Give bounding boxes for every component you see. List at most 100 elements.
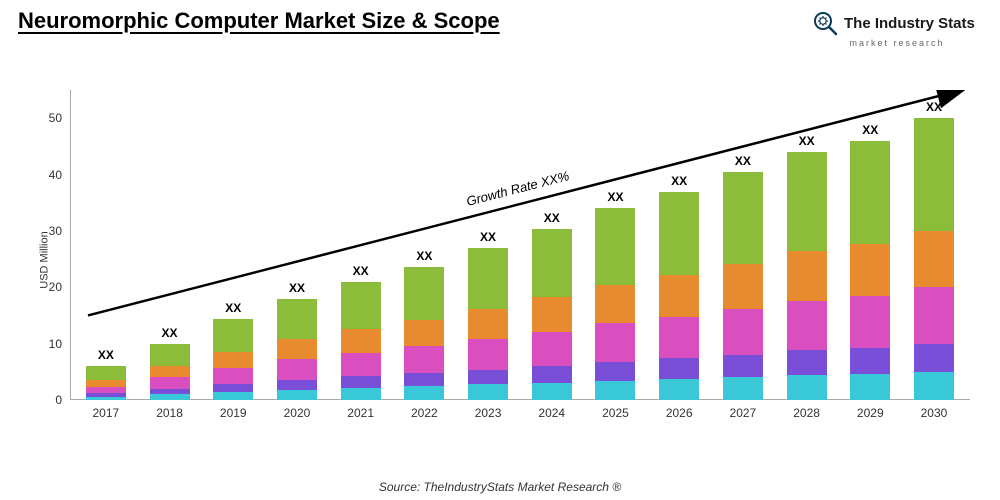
- bar-segment: [723, 264, 763, 310]
- bar-segment: [341, 376, 381, 387]
- bar-segment: [723, 355, 763, 378]
- bar-column: XX: [595, 208, 635, 400]
- stacked-bar: XX: [341, 282, 381, 400]
- bar-segment: [150, 366, 190, 377]
- brand-logo: The Industry Stats market research: [812, 10, 982, 48]
- bar-segment: [277, 339, 317, 359]
- bar-column: XX: [341, 282, 381, 400]
- y-tick-label: 20: [49, 280, 62, 294]
- y-tick-label: 0: [55, 393, 62, 407]
- stacked-bar: XX: [595, 208, 635, 400]
- bar-segment: [595, 208, 635, 285]
- bar-segment: [468, 384, 508, 400]
- x-tick-label: 2024: [532, 400, 572, 430]
- bar-segment: [150, 344, 190, 367]
- bar-value-label: XX: [544, 211, 560, 225]
- bar-segment: [850, 374, 890, 400]
- bar-segment: [659, 192, 699, 275]
- bar-column: XX: [150, 344, 190, 400]
- x-tick-label: 2025: [595, 400, 635, 430]
- stacked-bar: XX: [532, 229, 572, 400]
- y-tick-label: 50: [49, 111, 62, 125]
- bar-value-label: XX: [289, 281, 305, 295]
- source-attribution: Source: TheIndustryStats Market Research…: [0, 480, 1000, 494]
- bar-column: XX: [86, 366, 126, 400]
- chart-container: Neuromorphic Computer Market Size & Scop…: [0, 0, 1000, 500]
- bar-segment: [277, 390, 317, 400]
- bar-segment: [595, 381, 635, 400]
- bar-segment: [468, 339, 508, 369]
- bar-value-label: XX: [799, 134, 815, 148]
- plot-area: USD Million 01020304050 XXXXXXXXXXXXXXXX…: [70, 90, 970, 430]
- x-tick-label: 2020: [277, 400, 317, 430]
- bar-value-label: XX: [607, 190, 623, 204]
- gear-magnifier-icon: [812, 10, 838, 36]
- stacked-bar: XX: [86, 366, 126, 400]
- stacked-bar: XX: [468, 248, 508, 400]
- logo-brand-text: The Industry Stats: [844, 15, 975, 32]
- x-tick-label: 2017: [86, 400, 126, 430]
- bar-column: XX: [914, 118, 954, 400]
- bar-column: XX: [213, 319, 253, 400]
- y-tick-label: 40: [49, 168, 62, 182]
- stacked-bar: XX: [659, 192, 699, 401]
- bar-column: XX: [787, 152, 827, 400]
- bars-area: XXXXXXXXXXXXXXXXXXXXXXXXXXXX: [70, 90, 970, 400]
- bar-segment: [404, 373, 444, 387]
- bar-column: XX: [850, 141, 890, 400]
- bar-segment: [277, 380, 317, 390]
- bar-segment: [213, 384, 253, 392]
- bar-segment: [787, 301, 827, 351]
- x-tick-label: 2027: [723, 400, 763, 430]
- x-tick-label: 2019: [213, 400, 253, 430]
- bar-segment: [213, 352, 253, 368]
- bar-segment: [341, 282, 381, 329]
- bar-value-label: XX: [480, 230, 496, 244]
- bar-segment: [595, 285, 635, 323]
- bar-column: XX: [468, 248, 508, 400]
- bar-segment: [723, 172, 763, 263]
- bar-segment: [787, 375, 827, 400]
- bar-segment: [850, 296, 890, 348]
- bar-segment: [213, 392, 253, 400]
- bar-segment: [595, 362, 635, 381]
- y-tick-label: 10: [49, 337, 62, 351]
- bar-value-label: XX: [353, 264, 369, 278]
- stacked-bar: XX: [150, 344, 190, 400]
- bar-value-label: XX: [926, 100, 942, 114]
- bar-segment: [150, 377, 190, 388]
- stacked-bar: XX: [914, 118, 954, 400]
- bar-column: XX: [659, 192, 699, 401]
- bar-segment: [213, 319, 253, 352]
- bar-segment: [532, 383, 572, 400]
- bar-column: XX: [404, 267, 444, 400]
- bar-segment: [341, 353, 381, 377]
- bar-segment: [86, 380, 126, 387]
- bar-segment: [850, 244, 890, 296]
- bar-column: XX: [277, 299, 317, 400]
- bar-segment: [787, 251, 827, 301]
- bar-segment: [787, 350, 827, 375]
- bar-column: XX: [532, 229, 572, 400]
- bar-segment: [404, 320, 444, 346]
- stacked-bar: XX: [404, 267, 444, 400]
- bar-segment: [914, 344, 954, 372]
- bar-segment: [787, 152, 827, 251]
- x-tick-label: 2026: [659, 400, 699, 430]
- bar-segment: [723, 309, 763, 355]
- bar-segment: [659, 317, 699, 359]
- y-tick-label: 30: [49, 224, 62, 238]
- x-axis: 2017201820192020202120222023202420252026…: [70, 400, 970, 430]
- bar-value-label: XX: [735, 154, 751, 168]
- x-tick-label: 2018: [150, 400, 190, 430]
- stacked-bar: XX: [213, 319, 253, 400]
- stacked-bar: XX: [277, 299, 317, 400]
- x-tick-label: 2021: [341, 400, 381, 430]
- x-tick-label: 2029: [850, 400, 890, 430]
- bar-value-label: XX: [162, 326, 178, 340]
- bar-segment: [914, 372, 954, 400]
- bar-segment: [532, 332, 572, 366]
- bar-segment: [659, 379, 699, 400]
- bar-value-label: XX: [98, 348, 114, 362]
- bar-value-label: XX: [671, 174, 687, 188]
